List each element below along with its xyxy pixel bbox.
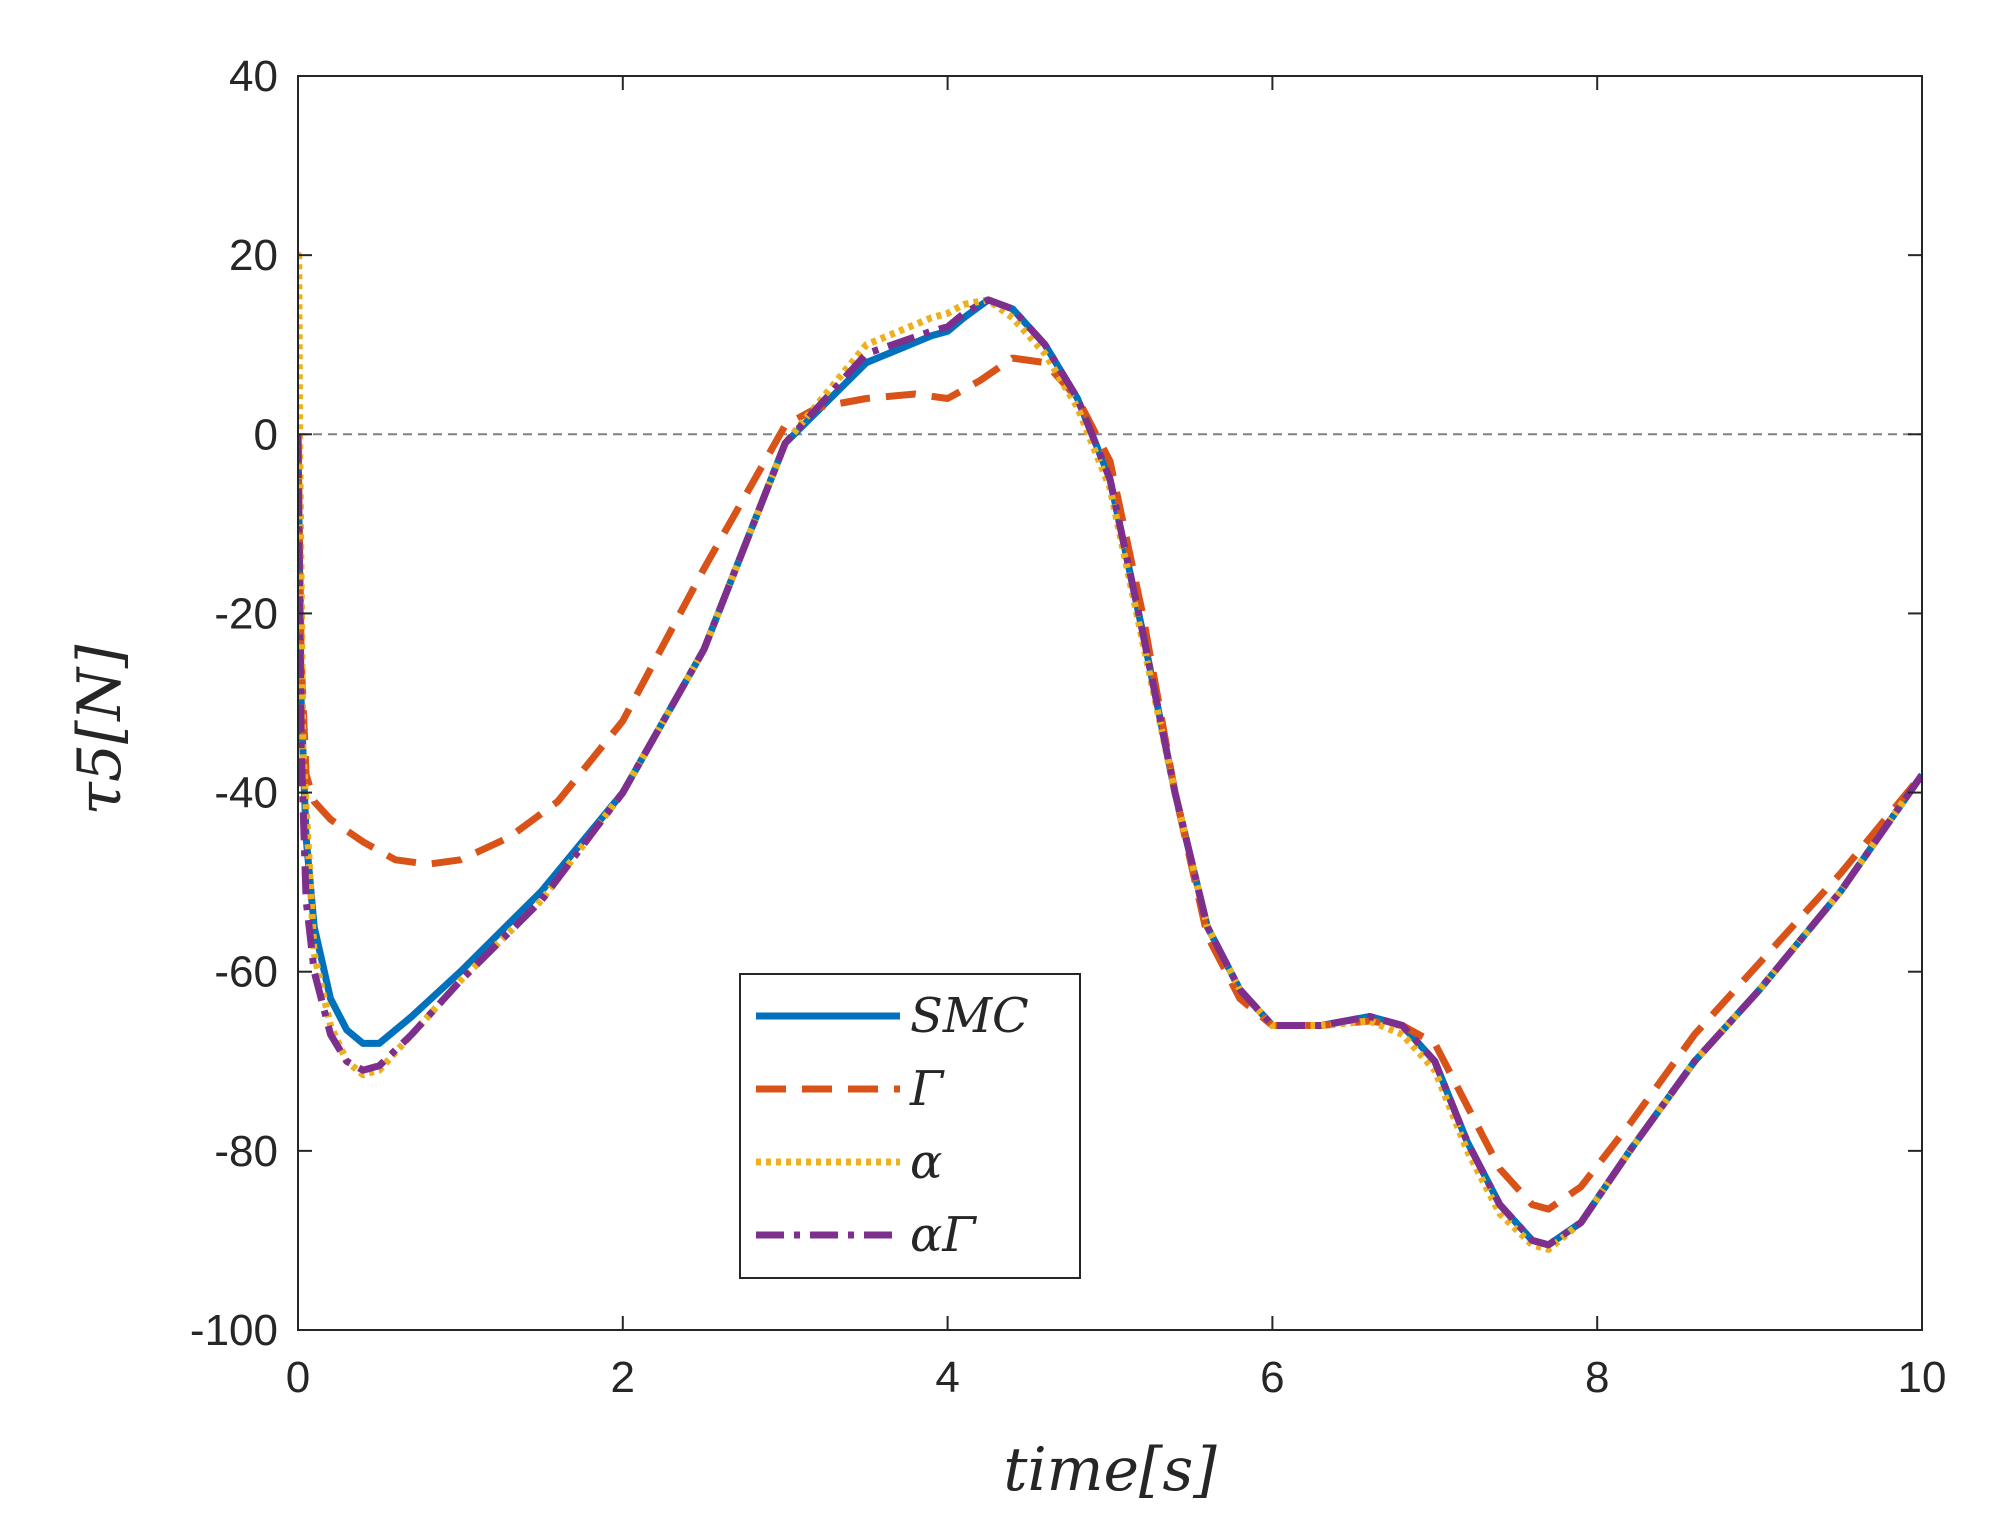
- x-tick-label: 4: [935, 1353, 959, 1402]
- legend-box: [739, 973, 1081, 1279]
- y-tick-label: -100: [190, 1306, 278, 1355]
- y-tick-label: -40: [214, 769, 278, 818]
- x-tick-label: 2: [611, 1353, 635, 1402]
- y-tick-label: 0: [254, 410, 278, 459]
- plot-layer: [298, 251, 1922, 1253]
- y-tick-label: -20: [214, 589, 278, 638]
- axes-box: [297, 75, 1923, 1331]
- legend: SMC Γα αΓ: [739, 973, 1081, 1279]
- x-tick-label: 8: [1585, 1353, 1609, 1402]
- y-tick-label: 20: [229, 231, 278, 280]
- series-line-4: [298, 296, 1922, 1249]
- y-tick-label: -60: [214, 948, 278, 997]
- series-line-3: [298, 251, 1922, 1253]
- legend-label-4: αΓ: [910, 1207, 977, 1263]
- x-axis-title: time[s]: [1003, 1435, 1217, 1505]
- legend-label-1: SMC: [910, 988, 1029, 1044]
- y-tick-label: 40: [229, 52, 278, 101]
- legend-label-3: α: [910, 1134, 942, 1190]
- y-tick-label: -80: [214, 1127, 278, 1176]
- axes-layer: 0 2 4 6 8 10 40 20 0 -20 -40 -60 -80 -100: [190, 52, 1947, 1402]
- legend-label-2: Γ: [909, 1061, 945, 1117]
- x-tick-label: 10: [1898, 1353, 1947, 1402]
- y-axis-title: τ5[N]: [65, 644, 135, 815]
- x-tick-label: 6: [1260, 1353, 1284, 1402]
- x-tick-label: 0: [286, 1353, 310, 1402]
